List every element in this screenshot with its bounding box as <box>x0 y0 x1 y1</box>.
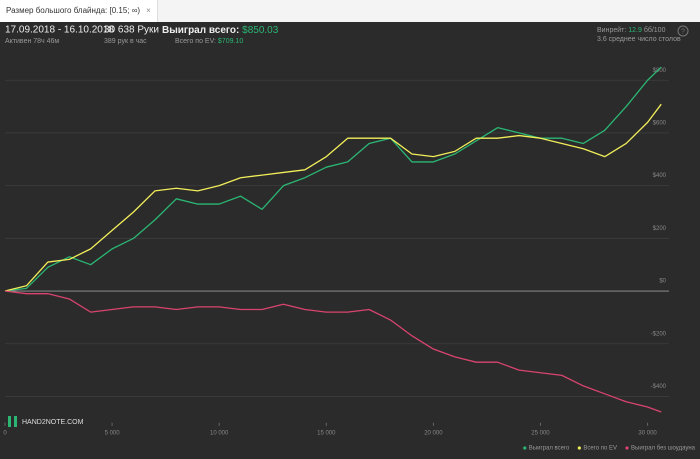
tab-close[interactable]: × <box>146 6 151 15</box>
winrate-unit: бб/100 <box>644 26 666 34</box>
x-tick-label: 20 000 <box>424 430 443 436</box>
logo-mark <box>8 416 11 427</box>
y-tick-label: $800 <box>653 68 667 74</box>
help-icon[interactable] <box>677 25 689 37</box>
winrate-label: Винрейт: <box>597 26 626 34</box>
series-line <box>4 66 662 292</box>
ev: Всего по EV: $709.10 <box>175 38 243 45</box>
logo: HAND2NOTE.COM <box>22 419 84 426</box>
legend-swatch <box>577 446 581 450</box>
series-line <box>4 290 662 413</box>
hands: 30 638 Руки <box>104 25 159 36</box>
winrate: Винрейт: 12.9 бб/100 <box>597 26 666 34</box>
won: Выиграл всего: $850.03 <box>162 25 279 36</box>
y-tick-label: -$200 <box>651 331 667 337</box>
winrate-value: 12.9 <box>628 27 642 34</box>
x-tick-label: 5 000 <box>105 430 121 436</box>
y-tick-label: $200 <box>653 226 667 232</box>
rate: 389 рук в час <box>104 38 147 45</box>
tab-bar: Размер большого блайнда: [0.15; ∞) × <box>0 0 700 23</box>
tab[interactable]: Размер большого блайнда: [0.15; ∞) × <box>0 0 158 22</box>
legend-label: Выиграл без шоудауна <box>631 446 696 452</box>
ev-label: Всего по EV: <box>175 38 216 45</box>
legend-swatch <box>625 446 629 450</box>
x-tick-label: 15 000 <box>317 430 336 436</box>
x-tick-label: 0 <box>3 430 7 436</box>
legend-label: Всего по EV <box>583 446 617 452</box>
legend: Выиграл без шоудауна Всего по EV Выиграл в… <box>523 446 696 452</box>
x-tick-label: 25 000 <box>531 430 550 436</box>
period: 17.09.2018 - 16.10.2018 <box>5 25 114 36</box>
won-label: Выиграл всего: <box>162 25 239 36</box>
tab-title: Размер большого блайнда: [0.15; ∞) <box>6 6 141 15</box>
legend-swatch <box>523 446 527 450</box>
y-tick-label: $0 <box>659 279 666 285</box>
y-tick-label: -$400 <box>651 384 667 390</box>
active: Активен 78ч 46м <box>5 38 59 45</box>
legend-label: Выиграл всего <box>529 446 570 452</box>
y-tick-label: $400 <box>653 173 667 179</box>
ev-value: $709.10 <box>218 38 243 45</box>
x-tick-label: 30 000 <box>638 430 657 436</box>
series-line <box>4 103 662 292</box>
help[interactable]: ? <box>681 28 685 35</box>
y-tick-label: $600 <box>653 121 667 127</box>
x-tick-label: 10 000 <box>210 430 229 436</box>
tables: 3.6 среднее число столов <box>597 36 681 43</box>
logo-mark <box>14 416 17 427</box>
chart: 17.09.2018 - 16.10.2018 Активен 78ч 46м … <box>0 22 700 459</box>
won-value: $850.03 <box>242 25 279 36</box>
panel <box>0 22 700 459</box>
